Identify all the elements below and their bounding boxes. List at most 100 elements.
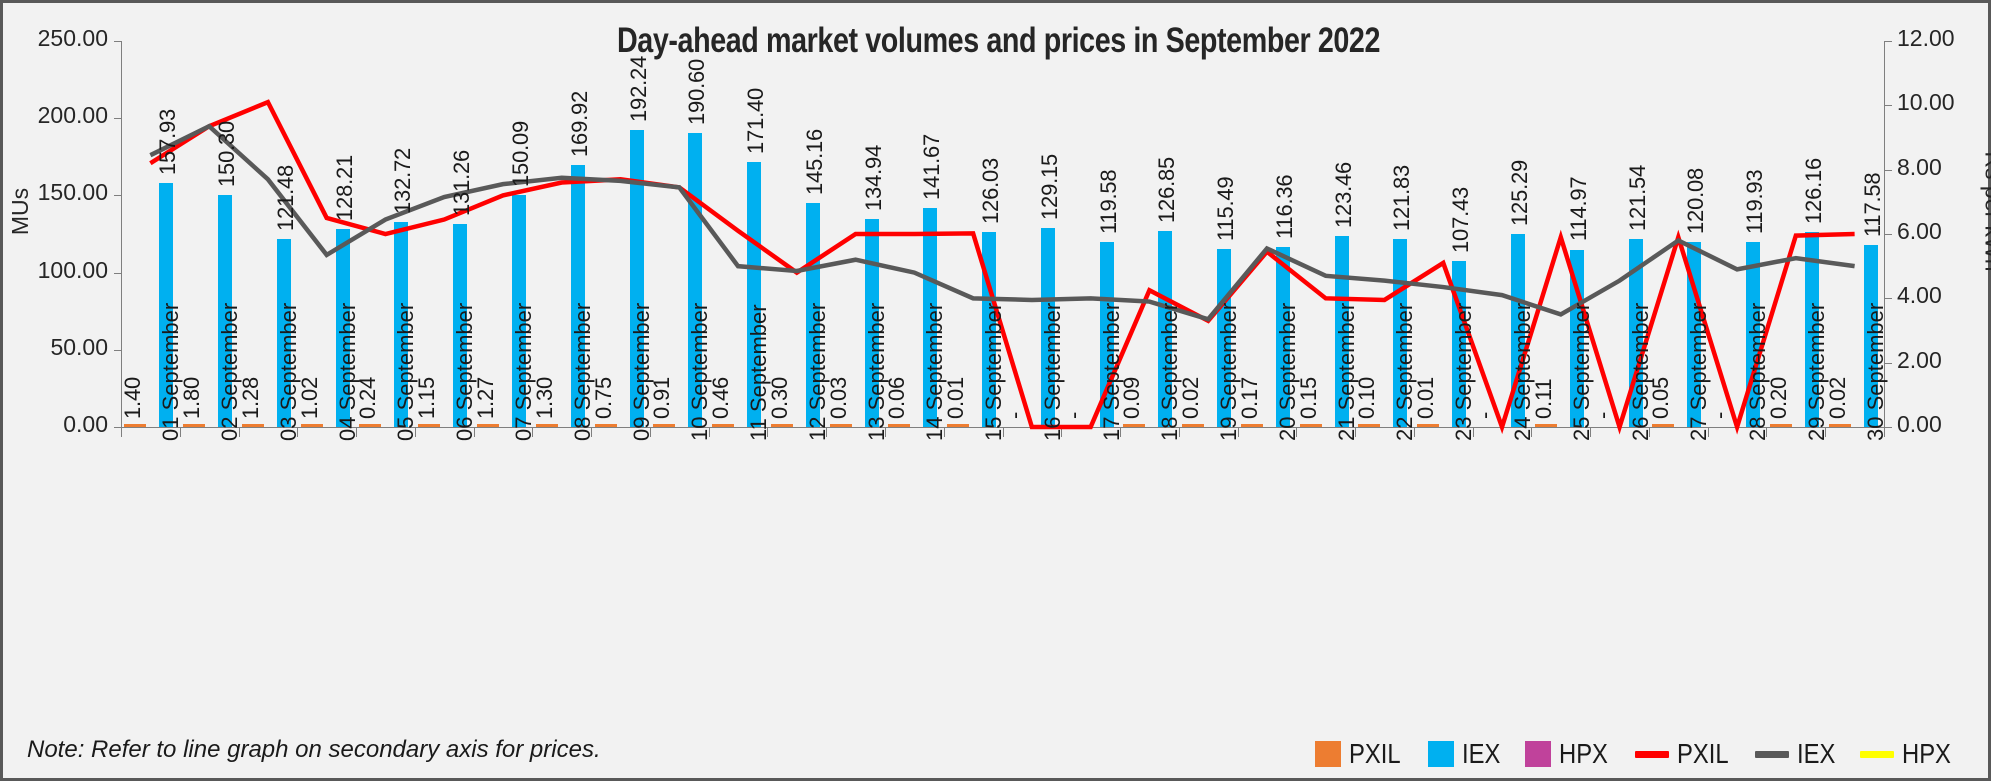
x-tick xyxy=(1590,428,1592,437)
bar-iex[interactable] xyxy=(218,194,233,427)
bar-iex[interactable] xyxy=(864,218,879,427)
line-iex[interactable] xyxy=(149,123,1855,322)
bar-iex[interactable] xyxy=(1040,227,1055,427)
x-tick xyxy=(708,428,710,437)
bar-iex[interactable] xyxy=(1511,233,1526,427)
y-tick-right xyxy=(1884,427,1892,428)
bar-pxil[interactable] xyxy=(1534,424,1557,427)
bar-pxil[interactable] xyxy=(1828,424,1851,427)
y-tick-label-left: 50.00 xyxy=(50,333,108,360)
bar-pxil[interactable] xyxy=(1240,424,1263,427)
x-category-label: 09 September xyxy=(628,302,654,441)
bar-iex[interactable] xyxy=(453,224,468,427)
bar-iex[interactable] xyxy=(1687,241,1702,427)
bar-iex[interactable] xyxy=(570,164,585,427)
bar-pxil[interactable] xyxy=(1123,424,1146,427)
bar-pxil[interactable] xyxy=(1358,424,1381,427)
bar-iex[interactable] xyxy=(1863,245,1878,427)
data-label-iex: 169.92 xyxy=(566,90,592,157)
bar-pxil[interactable] xyxy=(947,424,970,427)
x-category-label: 04 September xyxy=(334,302,360,441)
bar-pxil[interactable] xyxy=(241,424,264,427)
x-category-label: 21 September xyxy=(1333,302,1359,441)
data-label-iex: 150.09 xyxy=(507,121,533,188)
line-layer xyxy=(149,99,1855,435)
x-tick xyxy=(356,428,358,437)
bar-iex[interactable] xyxy=(923,208,938,427)
data-label-iex: 120.08 xyxy=(1683,167,1709,234)
x-category-label: 29 September xyxy=(1803,302,1829,441)
x-tick xyxy=(591,428,593,437)
legend-item-hpx-line[interactable]: HPX xyxy=(1860,738,1960,770)
x-category-label: 28 September xyxy=(1745,302,1771,441)
data-label-iex: 115.49 xyxy=(1213,176,1239,241)
bar-iex[interactable] xyxy=(159,183,174,427)
legend-item-pxil-line[interactable]: PXIL xyxy=(1634,738,1738,770)
bar-iex[interactable] xyxy=(276,239,291,427)
bar-iex[interactable] xyxy=(629,130,644,427)
bar-pxil[interactable] xyxy=(1182,424,1205,427)
legend-item-iex-swatch[interactable]: IEX xyxy=(1427,738,1507,770)
x-category-label: 01 September xyxy=(158,302,184,441)
data-label-pxil: 1.40 xyxy=(120,376,146,419)
bar-iex[interactable] xyxy=(747,162,762,427)
bar-pxil[interactable] xyxy=(653,424,676,427)
bar-iex[interactable] xyxy=(511,195,526,427)
x-tick xyxy=(1707,428,1709,437)
x-tick xyxy=(649,428,651,437)
data-label-iex: 123.46 xyxy=(1330,162,1356,229)
bar-iex[interactable] xyxy=(394,222,409,427)
legend-item-pxil-swatch[interactable]: PXIL xyxy=(1315,738,1410,770)
bar-pxil[interactable] xyxy=(712,424,735,427)
y-tick-left xyxy=(114,118,122,120)
bar-pxil[interactable] xyxy=(124,424,147,427)
line-pxil[interactable] xyxy=(149,99,1855,435)
y-axis-left xyxy=(121,41,122,428)
bar-pxil[interactable] xyxy=(1769,424,1792,427)
x-tick xyxy=(943,428,945,437)
x-tick xyxy=(1825,428,1827,437)
x-category-label: 03 September xyxy=(275,302,301,441)
bar-pxil[interactable] xyxy=(476,424,499,427)
x-tick xyxy=(1061,428,1063,437)
y-tick-label-left: 200.00 xyxy=(37,102,108,129)
bar-pxil[interactable] xyxy=(770,424,793,427)
data-label-iex: 128.21 xyxy=(331,154,357,222)
y-tick-right xyxy=(1884,234,1892,235)
legend-item-iex-line[interactable]: IEX xyxy=(1755,738,1842,770)
bar-pxil[interactable] xyxy=(418,424,441,427)
legend-item-hpx-swatch[interactable]: HPX xyxy=(1525,738,1617,770)
bar-iex[interactable] xyxy=(1334,236,1349,427)
bar-iex[interactable] xyxy=(1158,231,1173,427)
data-label-iex: 121.83 xyxy=(1389,164,1415,231)
x-tick xyxy=(238,428,240,437)
x-tick xyxy=(1648,428,1650,437)
x-category-label: 10 September xyxy=(687,302,713,441)
x-tick xyxy=(532,428,534,437)
y-tick-label-right: 0.00 xyxy=(1897,411,1942,437)
bar-iex[interactable] xyxy=(1804,232,1819,427)
plot-area xyxy=(121,41,1884,435)
bar-pxil[interactable] xyxy=(300,424,323,427)
bar-pxil[interactable] xyxy=(359,424,382,427)
bar-pxil[interactable] xyxy=(888,424,911,427)
data-label-iex: 126.16 xyxy=(1800,158,1826,225)
x-category-label: 24 September xyxy=(1510,302,1536,441)
y-tick-left xyxy=(114,349,122,351)
bar-pxil[interactable] xyxy=(1299,424,1322,427)
bar-iex[interactable] xyxy=(1275,247,1290,427)
bar-pxil[interactable] xyxy=(535,424,558,427)
bar-pxil[interactable] xyxy=(183,424,206,427)
x-category-label: 15 September xyxy=(981,302,1007,441)
bar-pxil[interactable] xyxy=(1417,424,1440,427)
y-tick-right xyxy=(1884,105,1892,107)
bar-iex[interactable] xyxy=(335,229,350,427)
bar-pxil[interactable] xyxy=(829,424,852,427)
x-category-label: 02 September xyxy=(217,302,243,441)
x-category-label: 13 September xyxy=(863,302,889,441)
bar-pxil[interactable] xyxy=(1652,424,1675,427)
y-tick-right xyxy=(1884,41,1892,42)
x-category-label: 16 September xyxy=(1039,302,1065,441)
bar-pxil[interactable] xyxy=(594,424,617,427)
legend-label: IEX xyxy=(1797,738,1836,769)
